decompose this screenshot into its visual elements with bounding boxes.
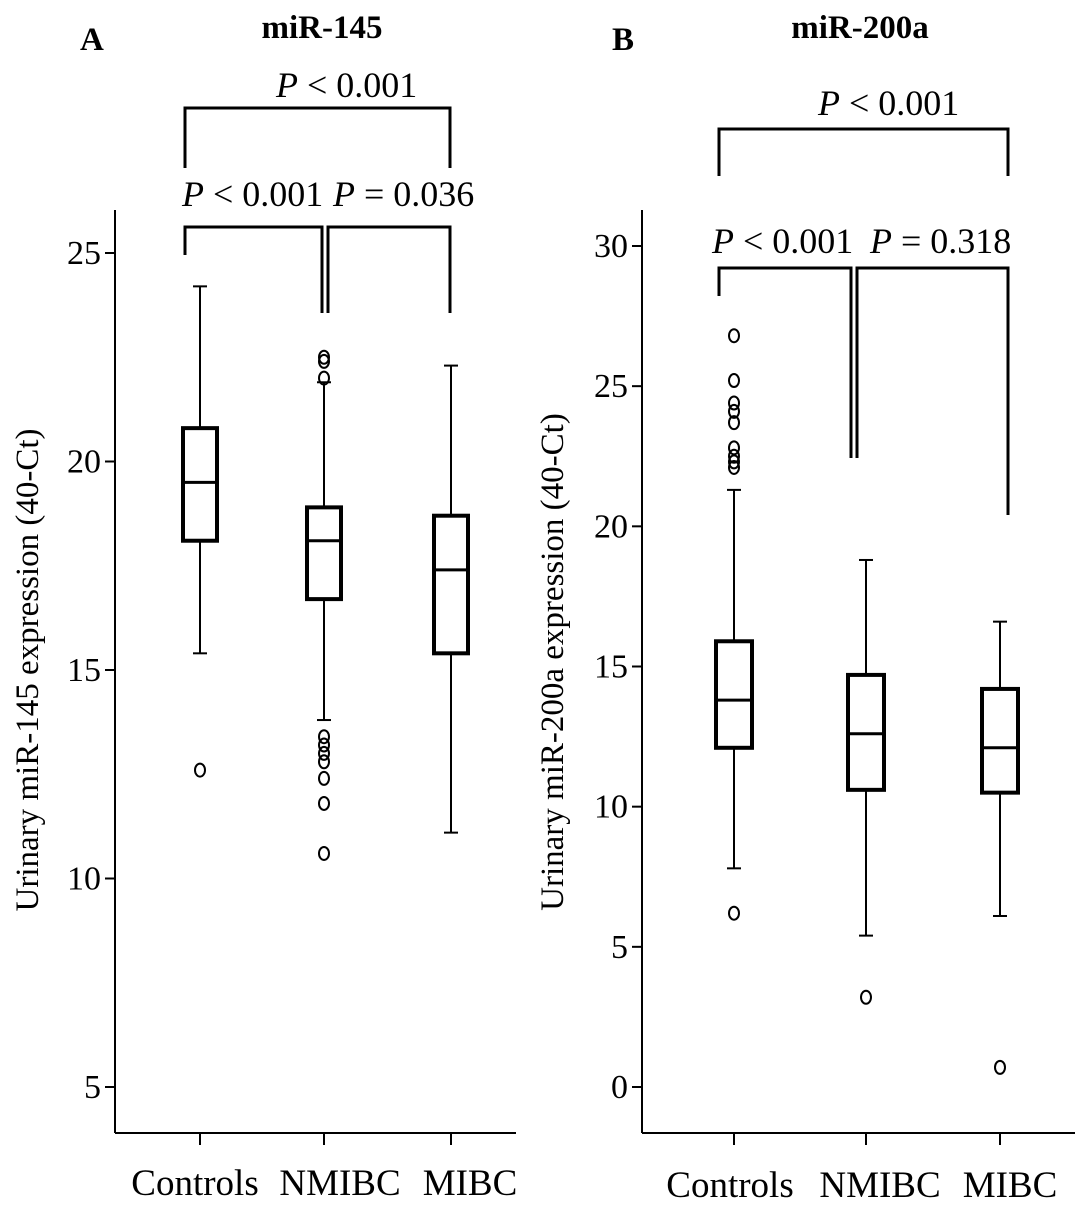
outlier-point (728, 328, 740, 344)
iqr-box (305, 505, 343, 602)
p-value-text: < 0.001 (298, 65, 417, 105)
outlier-point (728, 905, 740, 921)
x-tick-label: Controls (666, 1165, 793, 1206)
panel-a-label: A (80, 22, 104, 58)
p-value-label: P = 0.036 (332, 174, 474, 214)
y-tick-label: 10 (67, 861, 101, 898)
p-symbol: P (181, 174, 204, 214)
outlier-point (318, 754, 330, 770)
panel-b-label: B (612, 22, 634, 58)
panel-a-y-ticks: 5 10 15 20 25 (67, 235, 115, 1106)
x-tick-label: NMIBC (819, 1165, 940, 1206)
iqr-box (714, 639, 754, 750)
bracket-line (183, 106, 452, 168)
panel-b-title: miR-200a (791, 10, 928, 46)
box-mibc (980, 620, 1020, 1075)
outlier-point (728, 415, 740, 431)
bracket-line (855, 266, 1010, 515)
p-value-text: = 0.318 (892, 221, 1011, 261)
bracket-line (717, 266, 853, 458)
y-tick-label: 5 (611, 929, 628, 966)
panel-a-title: miR-145 (262, 10, 383, 46)
box-controls (714, 328, 754, 921)
y-tick-label: 15 (67, 652, 101, 689)
outlier-point (728, 454, 740, 470)
y-tick-label: 5 (84, 1069, 101, 1106)
panel-b-boxes (714, 328, 1020, 1075)
p-value-text: < 0.001 (840, 83, 959, 123)
box-controls (181, 285, 219, 778)
x-tick-label: MIBC (423, 1163, 518, 1204)
x-tick-label: Controls (131, 1163, 258, 1204)
y-tick-label: 20 (67, 444, 101, 481)
p-value-label: P < 0.001 (817, 83, 959, 123)
bracket-line (717, 127, 1010, 176)
outlier-point (318, 370, 330, 386)
y-tick-label: 15 (594, 649, 628, 686)
outlier-point (728, 448, 740, 464)
outlier-point (318, 770, 330, 786)
outlier-point (318, 729, 330, 745)
outlier-point (728, 403, 740, 419)
panel-a: A miR-145 Urinary miR-145 expression (40… (10, 10, 517, 1204)
outlier-point (860, 989, 872, 1005)
y-tick-label: 25 (594, 368, 628, 405)
outlier-point (318, 353, 330, 369)
iqr-box (181, 426, 219, 543)
p-symbol: P (332, 174, 355, 214)
outlier-point (194, 762, 206, 778)
outlier-point (318, 795, 330, 811)
outlier-point (994, 1059, 1006, 1075)
bracket-controls-nmibc: P < 0.001 (181, 174, 324, 313)
y-tick-label: 25 (67, 235, 101, 272)
p-symbol: P (275, 65, 298, 105)
p-value-text: = 0.036 (355, 174, 474, 214)
iqr-box (432, 513, 470, 656)
panel-a-x-ticks: Controls NMIBC MIBC (131, 1133, 517, 1204)
y-tick-label: 20 (594, 508, 628, 545)
panel-a-boxes (181, 285, 470, 861)
outlier-point (318, 737, 330, 753)
p-value-label: P = 0.318 (869, 221, 1011, 261)
panel-b-x-ticks: Controls NMIBC MIBC (666, 1133, 1057, 1206)
p-value-label: P < 0.001 (275, 65, 417, 105)
box-nmibc (846, 558, 886, 1005)
bracket-controls-nmibc: P < 0.001 (711, 221, 853, 458)
panel-b: B miR-200a Urinary miR-200a expression (… (535, 10, 1075, 1206)
x-tick-label: NMIBC (279, 1163, 400, 1204)
bracket-controls-mibc: P < 0.001 (717, 83, 1010, 176)
y-tick-label: 10 (594, 789, 628, 826)
box-mibc (432, 364, 470, 834)
x-tick-label: MIBC (963, 1165, 1058, 1206)
panel-b-y-ticks: 0 5 10 15 20 25 30 (594, 228, 642, 1106)
p-value-label: P < 0.001 (181, 174, 323, 214)
bracket-controls-mibc: P < 0.001 (183, 65, 452, 168)
box-nmibc (305, 349, 343, 861)
y-tick-label: 30 (594, 228, 628, 265)
y-tick-label: 0 (611, 1069, 628, 1106)
p-symbol: P (817, 83, 840, 123)
panel-b-y-axis-label: Urinary miR-200a expression (40-Ct) (535, 413, 571, 911)
outlier-point (728, 459, 740, 475)
iqr-box (980, 686, 1020, 795)
p-value-text: < 0.001 (734, 221, 853, 261)
p-symbol: P (711, 221, 734, 261)
bracket-nmibc-mibc: P = 0.036 (326, 174, 474, 313)
p-value-label: P < 0.001 (711, 221, 853, 261)
bracket-line (326, 225, 452, 313)
bracket-nmibc-mibc: P = 0.318 (855, 221, 1011, 515)
outlier-point (728, 440, 740, 456)
p-value-text: < 0.001 (204, 174, 323, 214)
outlier-point (318, 745, 330, 761)
outlier-point (728, 373, 740, 389)
panel-a-y-axis-label: Urinary miR-145 expression (40-Ct) (10, 429, 46, 912)
p-symbol: P (869, 221, 892, 261)
bracket-line (183, 225, 324, 313)
outlier-point (318, 845, 330, 861)
outlier-point (728, 395, 740, 411)
